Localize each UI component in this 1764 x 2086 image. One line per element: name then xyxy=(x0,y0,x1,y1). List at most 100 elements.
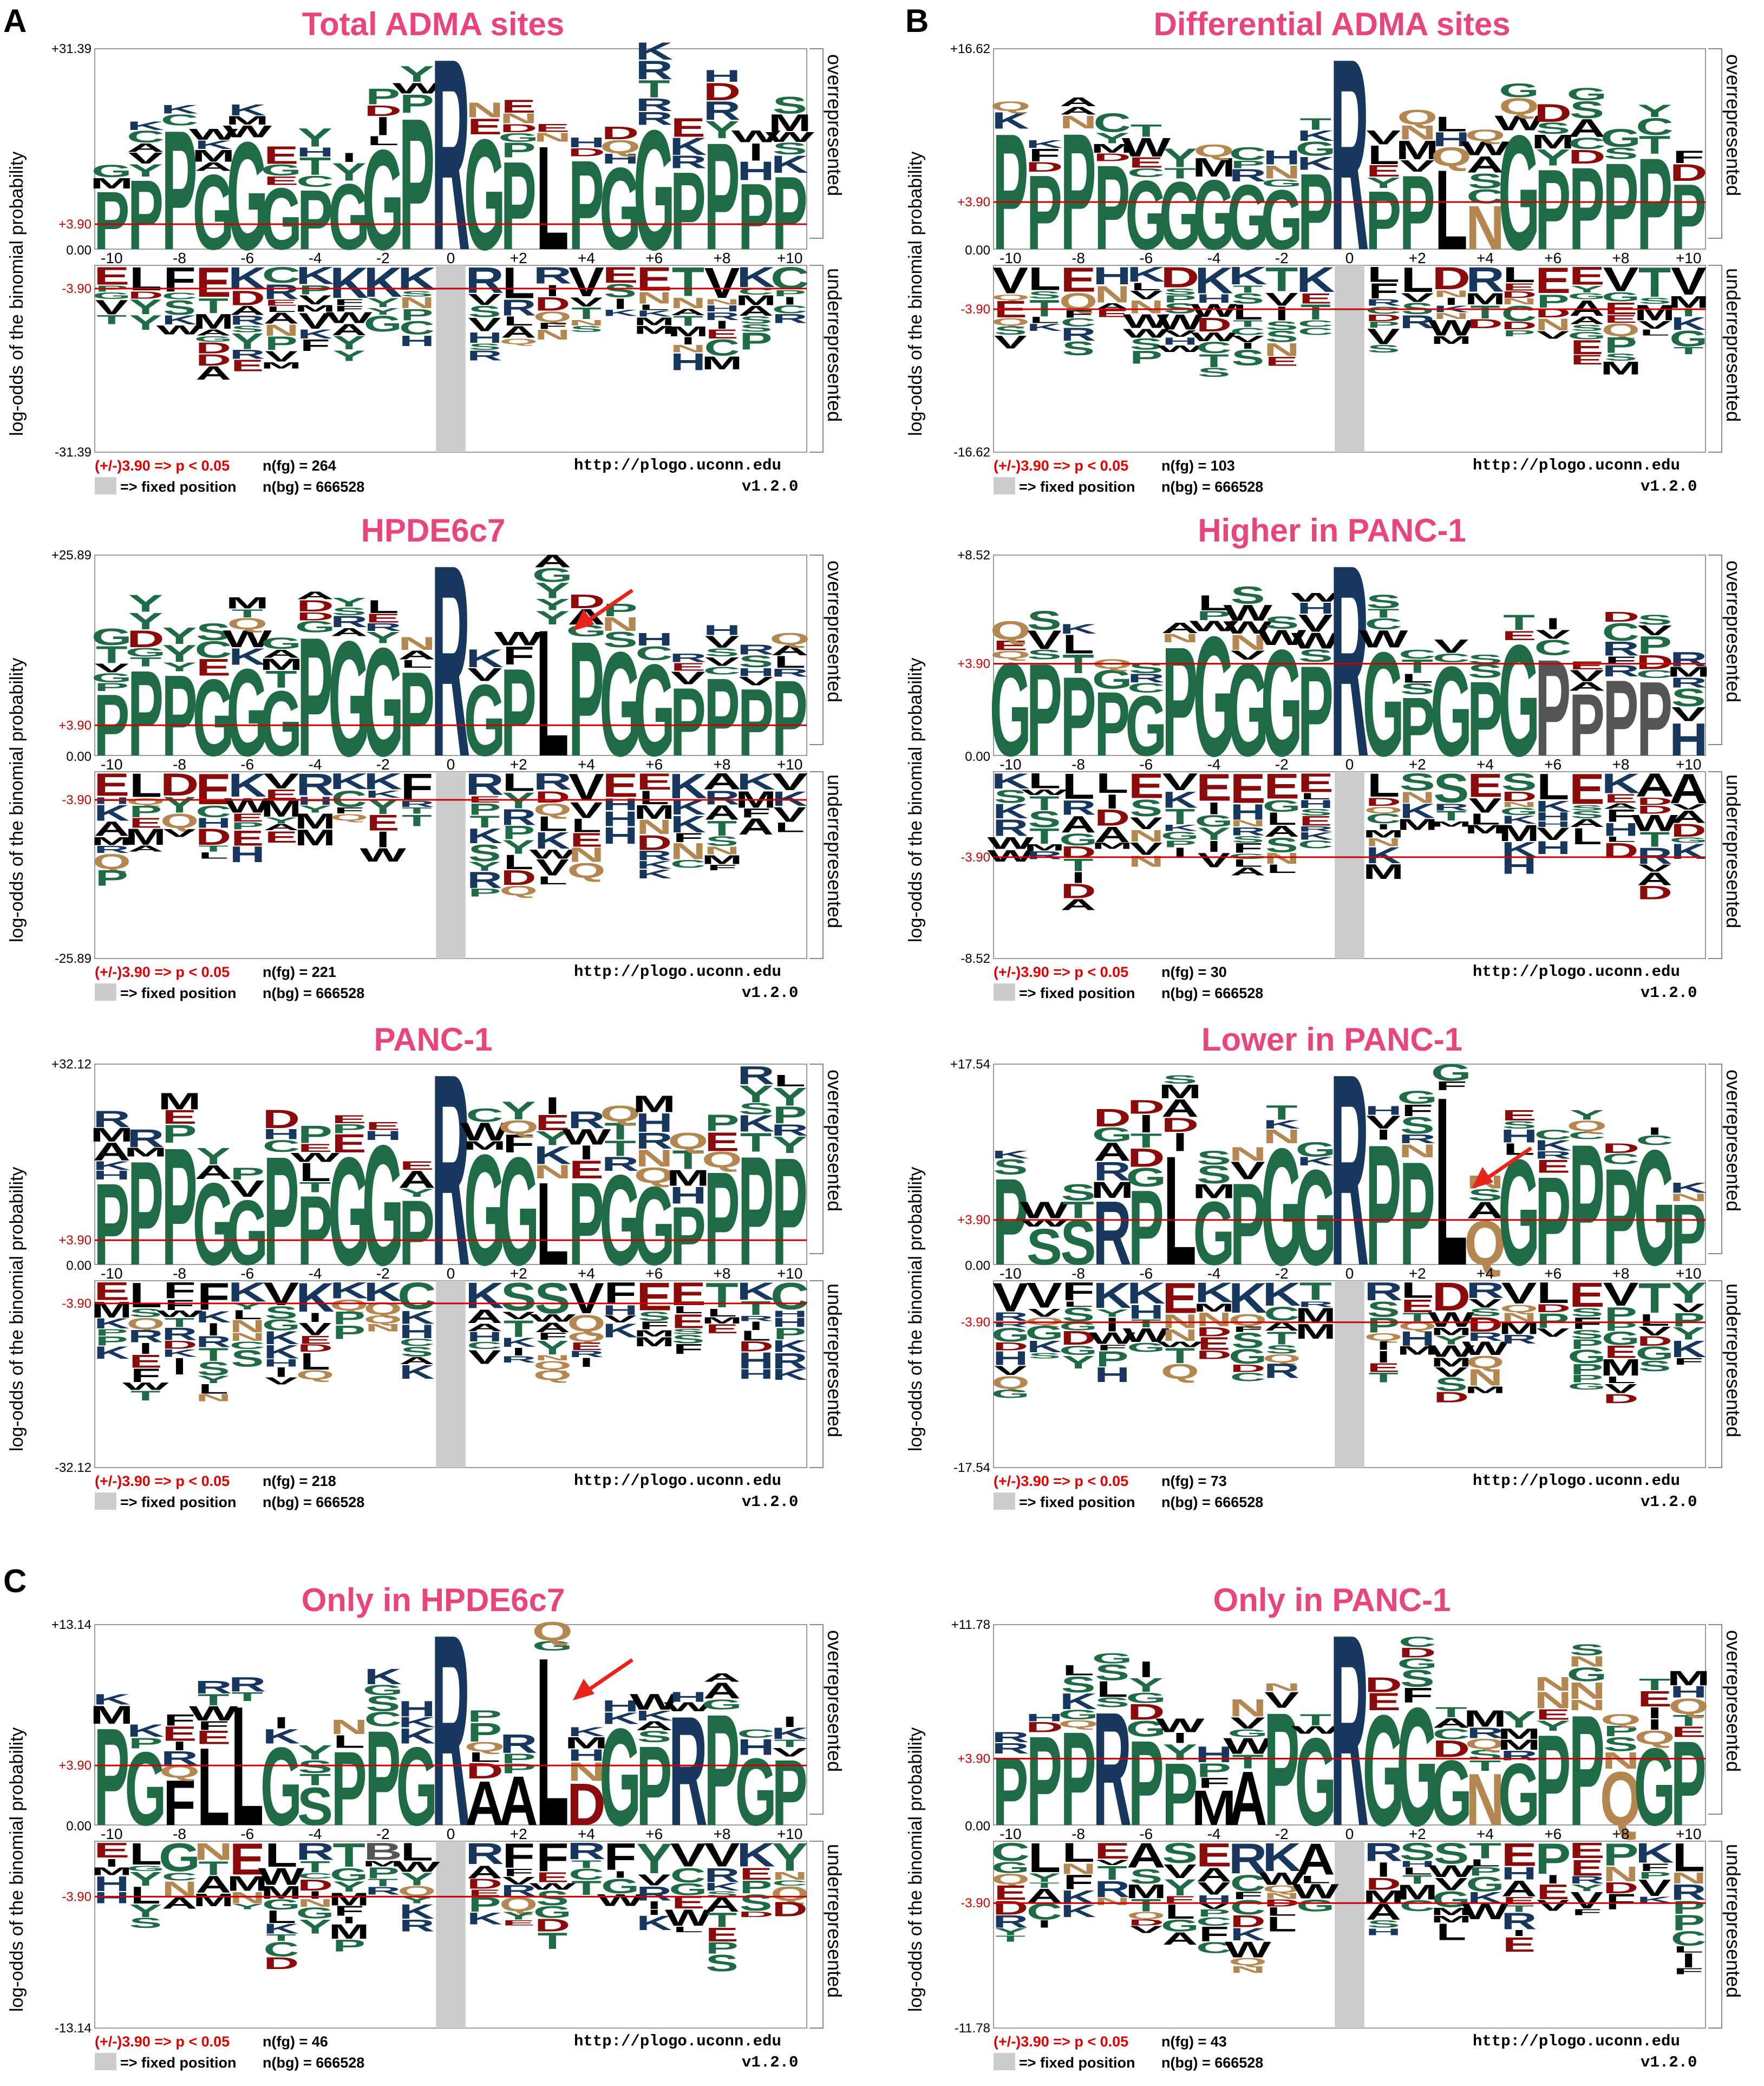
logo-letter-small: P xyxy=(1604,333,1637,357)
logo-letter-small: G xyxy=(1602,290,1640,304)
logo-letter-small: N xyxy=(1094,1896,1130,1907)
logo-letter-small: D xyxy=(1364,1673,1402,1697)
logo-letter-small: R xyxy=(569,1349,604,1359)
logo-letter-small: V xyxy=(1198,1879,1231,1899)
logo-letter-small: H xyxy=(670,349,706,375)
logo-letter-small: Q xyxy=(1229,1956,1267,1967)
logo-letter-small: S xyxy=(1400,681,1435,698)
logo-letter-small: H xyxy=(94,1889,129,1907)
logo-letter-small: F xyxy=(1674,1356,1704,1367)
logo-letter-small: N xyxy=(1264,850,1299,867)
logo-letter-small: M xyxy=(702,353,743,373)
logo-letter-small: L xyxy=(1029,315,1060,325)
underrepresented-label: underrepresented xyxy=(1722,268,1745,422)
logo-letter-small: S xyxy=(604,281,637,302)
position-tick-label: -10 xyxy=(101,250,122,266)
logo-letter-small: C xyxy=(1568,135,1605,153)
logo-letter-small: W xyxy=(1223,600,1272,625)
svg-text:P: P xyxy=(1094,140,1130,275)
logo-letter-small: M xyxy=(1430,1906,1472,1917)
logo-letter-small: K xyxy=(1671,1336,1707,1363)
logo-letter-under: F xyxy=(401,766,433,807)
logo-letter-small: A xyxy=(1568,680,1605,694)
logo-letter-under: V xyxy=(992,1274,1028,1320)
logo-letter-small: W xyxy=(987,847,1034,865)
logo-letter-small: I xyxy=(1376,1126,1391,1143)
logo-letter-small: S xyxy=(1638,296,1671,306)
logo-letter-small: P xyxy=(1537,291,1570,312)
logo-letter-small: G xyxy=(1059,1343,1097,1358)
logo-letter-over: P xyxy=(1400,681,1435,773)
logo-letter-small: P xyxy=(1164,294,1197,304)
logo-letter-small: W xyxy=(1020,1197,1069,1223)
logo-letter-small: Y xyxy=(367,296,400,310)
logo-letter-under: F xyxy=(163,260,195,298)
position-tick-label: 0 xyxy=(1345,1826,1354,1842)
logo-letter-small: V xyxy=(1027,625,1062,655)
logo-letter-under: L xyxy=(1028,261,1061,297)
logo-letter-small: Q xyxy=(990,616,1031,646)
y-max-label: +16.62 xyxy=(950,42,990,56)
logo-letter-small: M xyxy=(91,835,132,848)
logo-letter-small: V xyxy=(1537,1326,1570,1340)
y-min-label: -16.62 xyxy=(953,445,990,460)
logo-letter-small: K xyxy=(567,1725,605,1739)
logo-letter-small: H xyxy=(992,1347,1028,1369)
logo-letter-small: R xyxy=(230,313,265,328)
logo-letter-small: H xyxy=(399,1321,435,1342)
logo-letter-small: R xyxy=(992,1740,1029,1757)
logo-letter-small: L xyxy=(1435,112,1467,136)
logo-letter-small: C xyxy=(1433,1725,1470,1742)
logo-letter-over: G xyxy=(990,635,1031,784)
logo-letter-small: R xyxy=(1602,637,1639,660)
logo-letter-small: N xyxy=(772,1870,808,1882)
logo-letter-small: M xyxy=(1397,1881,1438,1904)
logo-letter-over: P xyxy=(1603,138,1638,276)
logo-letter-over: P xyxy=(1400,153,1435,271)
logo-letter-small: H xyxy=(738,1367,774,1382)
logo-letter-small: R xyxy=(501,295,537,321)
under-bracket xyxy=(1708,771,1722,959)
logo-letter-small: F xyxy=(1401,1101,1433,1119)
logo-letter-small: Y xyxy=(1536,1718,1570,1734)
logo-letter-over: P xyxy=(738,669,774,776)
logo-letter-small: C xyxy=(1636,113,1673,140)
plogo-url: http://plogo.uconn.edu xyxy=(1473,1472,1680,1490)
logo-letter-small: T xyxy=(1165,1344,1195,1367)
svg-text:G: G xyxy=(328,1126,370,1298)
logo-letter-small: C xyxy=(704,335,740,361)
logo-letter-small: P xyxy=(1672,1309,1705,1331)
logo-letter-small: S xyxy=(129,1915,162,1931)
logo-letter-small: D xyxy=(1366,312,1401,323)
logo-letter-small: R xyxy=(1298,1300,1334,1309)
logo-letter-small: Y xyxy=(1502,1706,1537,1732)
logo-letter-small: G xyxy=(1161,1916,1199,1935)
logo-letter-small: Y xyxy=(129,295,162,318)
svg-text:G: G xyxy=(125,1730,166,1848)
logo-letter-small: E xyxy=(1502,1933,1536,1956)
svg-text:P: P xyxy=(94,1700,129,1855)
logo-letter-small: D xyxy=(1670,159,1707,186)
logo-letter-small: Q xyxy=(533,308,572,325)
fixed-position-swatch xyxy=(95,983,116,1001)
logo-letter-small: M xyxy=(91,1865,132,1878)
logo-letter-small: D xyxy=(1366,796,1401,809)
logo-letter-small: A xyxy=(771,642,808,658)
logo-letter-under: B xyxy=(364,1839,402,1865)
svg-text:P: P xyxy=(1061,1704,1096,1854)
logo-letter-over: P xyxy=(1162,1744,1198,1844)
position-tick-label: -6 xyxy=(1139,250,1153,266)
svg-text:P: P xyxy=(1637,659,1672,778)
logo-letter-small: W xyxy=(1291,628,1341,654)
logo-letter-over: G xyxy=(362,121,404,280)
logo-letter-small: E xyxy=(536,1870,569,1885)
logo-letter-small: L xyxy=(266,305,297,314)
logo-letter-small: A xyxy=(467,1862,502,1882)
svg-text:P: P xyxy=(1603,138,1638,276)
svg-text:R: R xyxy=(1330,3,1369,308)
logo-letter-small: S xyxy=(1231,582,1265,609)
logo-letter-small: V xyxy=(95,296,128,319)
logo-letter-small: V xyxy=(1264,1687,1299,1713)
logo-letter-small: R xyxy=(364,621,402,634)
svg-text:P: P xyxy=(162,651,198,781)
